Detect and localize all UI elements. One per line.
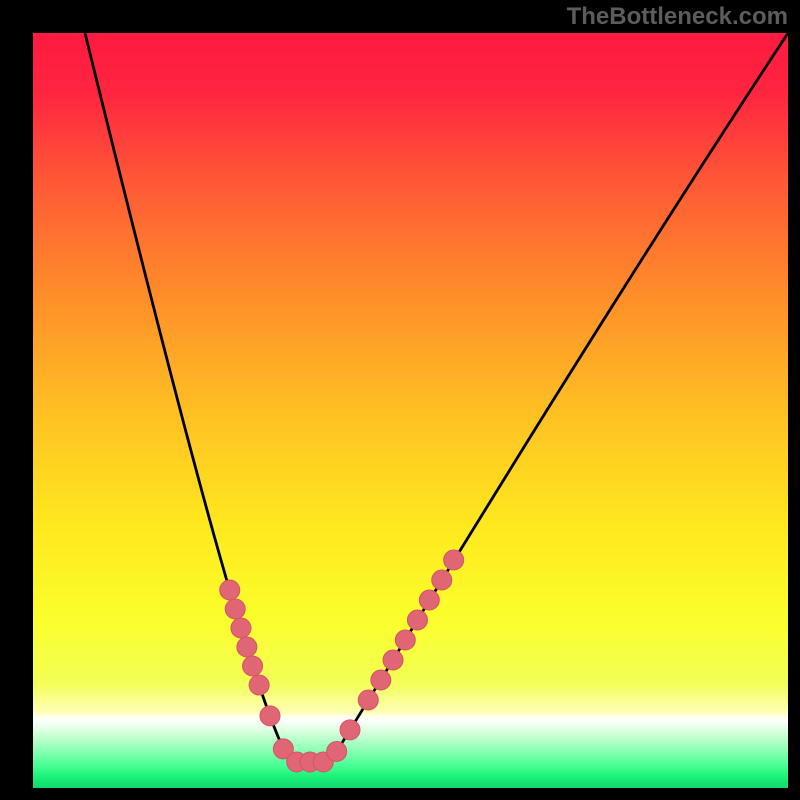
data-marker bbox=[225, 599, 245, 619]
watermark-text: TheBottleneck.com bbox=[567, 3, 788, 31]
data-marker bbox=[358, 690, 378, 710]
data-marker bbox=[340, 720, 360, 740]
data-marker bbox=[419, 590, 439, 610]
data-marker bbox=[220, 580, 240, 600]
v-curve bbox=[85, 33, 788, 762]
data-marker bbox=[260, 706, 280, 726]
data-marker bbox=[327, 741, 347, 761]
data-marker bbox=[249, 675, 269, 695]
data-marker bbox=[243, 656, 263, 676]
bottleneck-curve bbox=[0, 0, 800, 800]
data-marker bbox=[237, 637, 257, 657]
data-marker bbox=[231, 618, 251, 638]
chart-stage: TheBottleneck.com bbox=[0, 0, 800, 800]
data-marker bbox=[395, 630, 415, 650]
data-marker bbox=[444, 550, 464, 570]
data-marker bbox=[383, 650, 403, 670]
data-marker bbox=[432, 570, 452, 590]
data-marker bbox=[407, 610, 427, 630]
data-marker bbox=[371, 670, 391, 690]
